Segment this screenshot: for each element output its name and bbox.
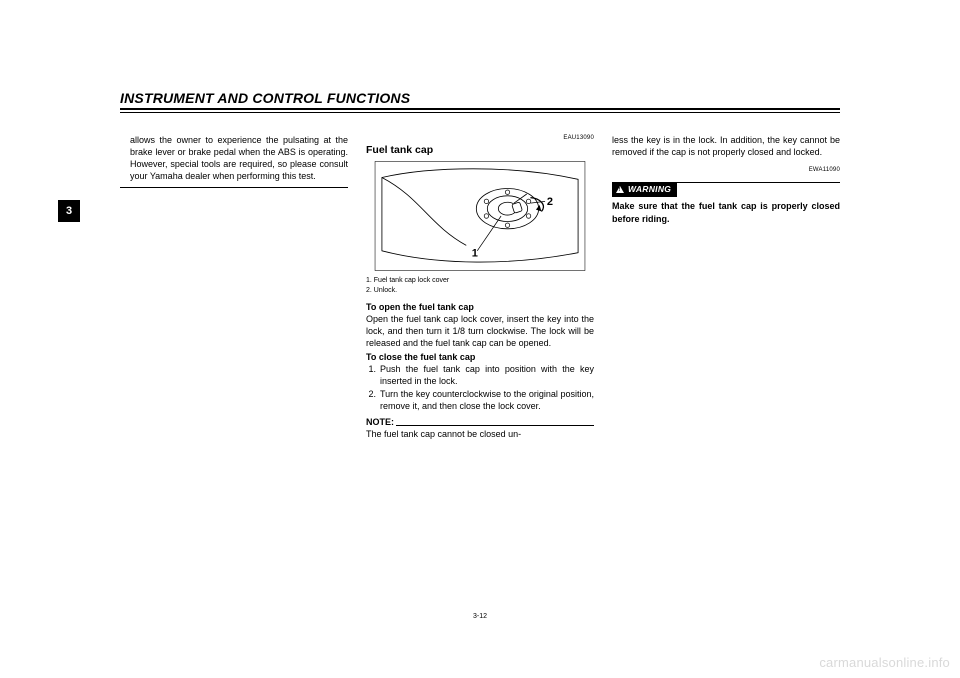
title-rule-thick — [120, 108, 840, 110]
note-continuation: less the key is in the lock. In addition… — [612, 134, 840, 158]
page-header: INSTRUMENT AND CONTROL FUNCTIONS — [120, 90, 840, 128]
title-rule-thin — [120, 112, 840, 113]
warning-badge: WARNING — [612, 182, 677, 197]
open-heading: To open the fuel tank cap — [366, 301, 594, 313]
column-1: allows the owner to experience the pulsa… — [120, 134, 348, 440]
figure-label-2: 2 — [547, 196, 553, 208]
figure-caption-line-1: 1. Fuel tank cap lock cover — [366, 276, 594, 285]
col1-end-rule — [120, 187, 348, 188]
close-heading: To close the fuel tank cap — [366, 351, 594, 363]
warning-code: EWA11090 — [612, 166, 840, 174]
close-step-1: 1. Push the fuel tank cap into position … — [366, 363, 594, 387]
note-text: The fuel tank cap cannot be closed un- — [366, 428, 594, 440]
warning-label: WARNING — [628, 184, 671, 195]
open-text: Open the fuel tank cap lock cover, inser… — [366, 313, 594, 349]
column-2: EAU13090 Fuel tank cap — [366, 134, 594, 440]
step-text: Push the fuel tank cap into position wit… — [380, 363, 594, 387]
page-title: INSTRUMENT AND CONTROL FUNCTIONS — [120, 90, 840, 106]
column-3: less the key is in the lock. In addition… — [612, 134, 840, 440]
watermark: carmanualsonline.info — [819, 655, 950, 670]
figure-caption: 1. Fuel tank cap lock cover 2. Unlock. — [366, 276, 594, 294]
note-label: NOTE: — [366, 416, 394, 428]
figure-caption-line-2: 2. Unlock. — [366, 286, 594, 295]
note-row: NOTE: — [366, 416, 594, 428]
warning-text: Make sure that the fuel tank cap is prop… — [612, 200, 840, 224]
page-number: 3-12 — [120, 613, 840, 620]
warning-block: WARNING — [612, 182, 840, 197]
close-step-2: 2. Turn the key counterclockwise to the … — [366, 388, 594, 412]
figure-label-1: 1 — [472, 248, 478, 260]
body-columns: allows the owner to experience the pulsa… — [120, 134, 840, 440]
step-text: Turn the key counterclockwise to the ori… — [380, 388, 594, 412]
step-number: 2. — [366, 388, 376, 412]
fuel-tank-cap-figure: 1 2 — [366, 161, 594, 271]
doc-code: EAU13090 — [366, 134, 594, 142]
warning-triangle-icon — [616, 186, 624, 193]
col1-continuation-text: allows the owner to experience the pulsa… — [120, 134, 348, 183]
step-number: 1. — [366, 363, 376, 387]
manual-page: INSTRUMENT AND CONTROL FUNCTIONS 3 allow… — [120, 90, 840, 620]
section-heading-fuel-tank-cap: Fuel tank cap — [366, 143, 594, 157]
chapter-tab: 3 — [58, 200, 80, 222]
note-rule — [396, 425, 594, 426]
